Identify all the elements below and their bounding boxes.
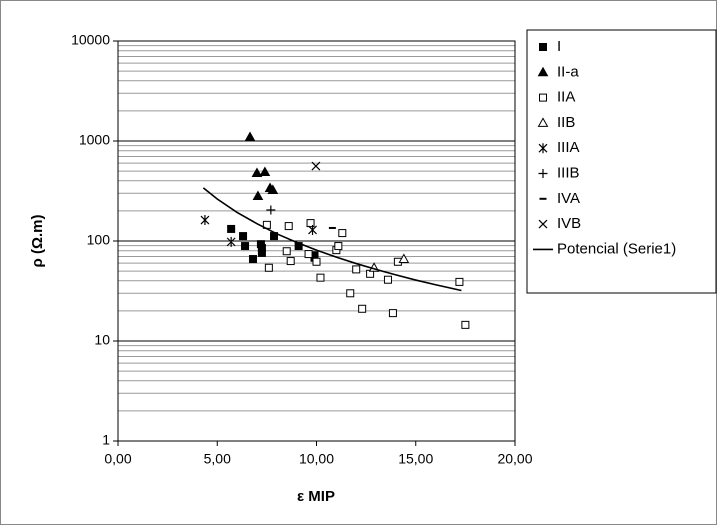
point [334,242,343,251]
point [239,232,248,241]
point [227,224,236,233]
point [455,277,464,286]
legend-label: Potencial (Serie1) [557,240,676,257]
point [286,257,295,266]
legend-label: IVB [557,215,581,232]
point [306,219,315,228]
legend-label: IIIA [557,139,580,156]
legend-label: IIB [557,114,575,131]
point [248,255,257,264]
point [257,248,266,257]
legend-swatch [538,143,548,154]
legend-label: I [557,38,561,55]
point [461,320,470,329]
x-tick-label: 15,00 [398,451,433,467]
point [282,247,291,256]
point [266,205,276,215]
point [312,257,321,266]
point [200,215,210,226]
y-tick-label: 1 [102,432,110,448]
x-tick-label: 0,00 [104,451,131,467]
x-tick-label: 10,00 [299,451,334,467]
legend-label: IIIB [557,164,580,181]
x-tick-label: 5,00 [204,451,231,467]
point [388,309,397,318]
point [304,250,313,259]
point [241,242,250,251]
legend-swatch [538,219,548,229]
point [244,131,256,142]
legend-swatch [539,93,547,102]
point [252,190,264,200]
point [316,273,325,282]
y-axis-title: ρ (Ω.m) [29,215,46,268]
point [251,167,263,177]
legend-swatch [538,169,548,178]
y-tick-label: 10000 [71,32,110,48]
point [267,184,279,194]
y-tick-label: 10 [94,332,110,348]
point [398,253,410,264]
point [284,222,293,231]
y-tick-label: 1000 [79,132,110,148]
y-tick-label: 100 [87,232,111,248]
point [338,229,347,238]
point [264,263,273,272]
point [308,224,317,235]
point [226,236,236,247]
point [358,304,367,313]
legend-swatch [537,66,549,77]
legend-swatch [539,43,547,51]
x-axis-title: ε MIP [297,488,335,505]
legend-box [526,29,717,294]
legend-label: IVA [557,190,580,207]
point [346,289,355,298]
point [383,275,392,284]
trend-line [202,187,462,292]
point [311,161,321,171]
point [259,166,271,176]
legend-label: IIA [557,89,575,106]
legend-label: II-a [557,63,579,80]
x-tick-label: 20,00 [497,451,532,467]
point [352,265,361,274]
legend-swatch [537,117,549,127]
